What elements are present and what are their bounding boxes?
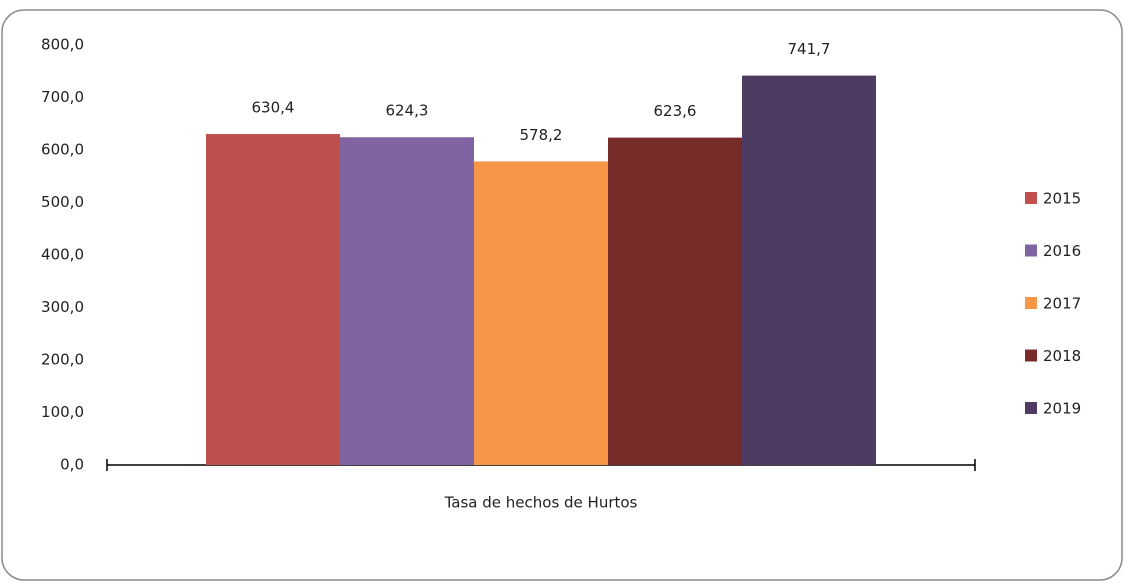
y-tick-label: 100,0	[41, 403, 84, 421]
data-label: 623,6	[654, 102, 697, 120]
bar	[206, 134, 340, 466]
data-label: 578,2	[520, 126, 563, 144]
data-label: 624,3	[386, 102, 429, 120]
legend-swatch	[1025, 192, 1037, 204]
legend-swatch	[1025, 349, 1037, 362]
bar	[608, 137, 742, 466]
legend-label: 2018	[1043, 347, 1081, 365]
data-label: 741,7	[788, 40, 831, 58]
legend-swatch	[1025, 297, 1037, 309]
legend-label: 2019	[1043, 400, 1081, 418]
y-tick-label: 600,0	[41, 141, 84, 159]
bar	[340, 137, 474, 465]
y-tick-label: 300,0	[41, 298, 84, 316]
legend-label: 2017	[1043, 295, 1081, 313]
data-label: 630,4	[252, 99, 295, 117]
y-tick-label: 200,0	[41, 351, 84, 369]
legend-label: 2016	[1043, 242, 1081, 260]
bar	[474, 161, 608, 465]
y-tick-label: 700,0	[41, 88, 84, 106]
bar	[742, 75, 876, 466]
y-tick-label: 500,0	[41, 193, 84, 211]
legend-swatch	[1025, 402, 1037, 414]
x-tick-label: Tasa de hechos de Hurtos	[444, 494, 638, 512]
y-tick-label: 800,0	[41, 36, 84, 54]
y-tick-label: 0,0	[60, 456, 84, 474]
y-tick-label: 400,0	[41, 246, 84, 264]
legend-swatch	[1025, 244, 1037, 257]
legend-label: 2015	[1043, 190, 1081, 208]
